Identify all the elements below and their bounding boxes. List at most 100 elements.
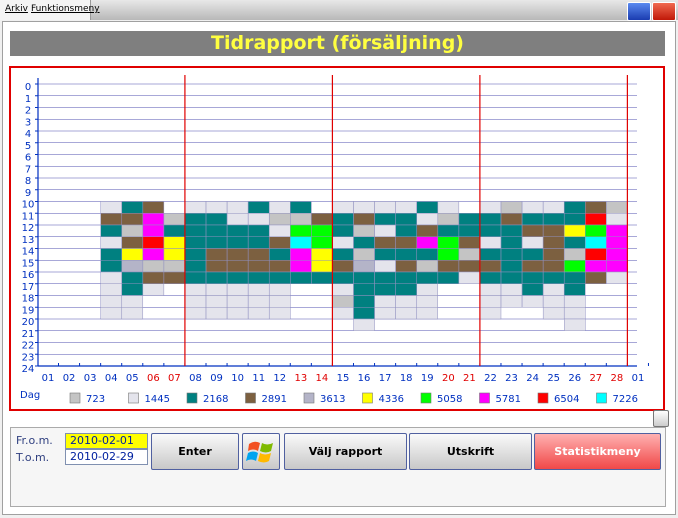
x-tick-label: 09 (210, 373, 223, 384)
time-cell (205, 307, 228, 320)
legend-label: 6504 (554, 394, 579, 405)
close-button[interactable] (652, 2, 676, 21)
time-cell (437, 248, 460, 261)
time-cell (332, 213, 354, 226)
time-cell (269, 236, 291, 249)
time-cell (184, 236, 207, 249)
time-cell (163, 224, 186, 237)
time-cell (205, 283, 228, 296)
x-tick-label: 20 (442, 373, 455, 384)
x-tick-label: 01 (42, 373, 55, 384)
time-cell (247, 201, 270, 214)
time-cell (585, 236, 607, 249)
x-tick-label: 25 (547, 373, 560, 384)
time-cell (269, 248, 291, 261)
y-tick-label: 15 (22, 258, 35, 269)
time-cell (585, 213, 607, 226)
time-cell (311, 236, 333, 249)
time-cell (353, 248, 375, 261)
time-cell (606, 260, 628, 273)
time-cell (585, 248, 607, 261)
time-cell (142, 213, 165, 226)
time-cell (458, 236, 481, 249)
time-cell (564, 307, 586, 320)
time-cell (247, 260, 270, 273)
y-tick-label: 16 (22, 270, 35, 281)
time-cell (437, 201, 460, 214)
time-cell (521, 201, 544, 214)
time-cell (121, 201, 144, 214)
legend-label: 5781 (496, 394, 521, 405)
time-cell (458, 271, 481, 284)
time-cell (142, 271, 165, 284)
time-cell (332, 236, 354, 249)
time-cell (100, 271, 122, 284)
time-cell (269, 307, 291, 320)
time-cell (479, 260, 502, 273)
time-cell (290, 201, 312, 214)
time-cell (184, 283, 207, 296)
time-cell (395, 248, 417, 261)
time-cell (542, 224, 565, 237)
time-cell (311, 224, 333, 237)
time-cell (163, 213, 186, 226)
time-cell (521, 283, 544, 296)
legend-label: 2891 (262, 394, 287, 405)
time-cell (311, 248, 333, 261)
time-cell (100, 307, 122, 320)
time-cell (374, 201, 396, 214)
legend-label: 1445 (145, 394, 170, 405)
minimize-button[interactable] (627, 2, 651, 21)
legend-label: 3613 (320, 394, 345, 405)
y-tick-label: 7 (25, 164, 31, 175)
time-cell (374, 271, 396, 284)
time-cell (479, 224, 502, 237)
time-cell (500, 248, 523, 261)
time-cell (121, 224, 144, 237)
x-tick-label: 18 (400, 373, 413, 384)
time-cell (606, 213, 628, 226)
time-cell (205, 260, 228, 273)
enter-button[interactable]: Enter (151, 433, 239, 470)
time-cell (100, 236, 122, 249)
y-tick-label: 12 (22, 223, 35, 234)
print-button[interactable]: Utskrift (409, 433, 532, 470)
time-cell (500, 283, 523, 296)
time-cell (521, 213, 544, 226)
time-cell (479, 295, 502, 308)
icon-button[interactable] (242, 433, 280, 470)
time-cell (585, 224, 607, 237)
time-cell (542, 213, 565, 226)
y-tick-label: 22 (22, 341, 35, 352)
menu-item[interactable]: Arkiv (5, 4, 28, 14)
x-tick-label: 16 (358, 373, 371, 384)
menu-item[interactable]: Funktionsmeny (31, 4, 100, 14)
time-cell (290, 224, 312, 237)
time-cell (184, 248, 207, 261)
x-tick-label: 02 (63, 373, 76, 384)
time-cell (564, 224, 586, 237)
time-cell (353, 213, 375, 226)
y-tick-label: 2 (25, 106, 31, 117)
time-cell (353, 271, 375, 284)
y-tick-label: 3 (25, 117, 31, 128)
time-cell (142, 260, 165, 273)
to-input[interactable]: 2010-02-29 (65, 449, 148, 465)
statistics-button[interactable]: Statistikmeny (534, 433, 661, 470)
time-cell (437, 236, 460, 249)
choose-report-button[interactable]: Välj rapport (284, 433, 407, 470)
from-input[interactable]: 2010-02-01 (65, 433, 148, 449)
y-tick-label: 14 (22, 247, 35, 258)
time-cell (311, 213, 333, 226)
time-cell (142, 201, 165, 214)
time-cell (500, 236, 523, 249)
time-cell (479, 236, 502, 249)
legend-swatch (596, 392, 607, 404)
legend-swatch (69, 392, 81, 404)
legend-label: 723 (86, 394, 105, 405)
time-cell (479, 248, 502, 261)
time-cell (542, 248, 565, 261)
time-cell (606, 236, 628, 249)
time-cell (142, 236, 165, 249)
small-button[interactable] (653, 410, 669, 427)
